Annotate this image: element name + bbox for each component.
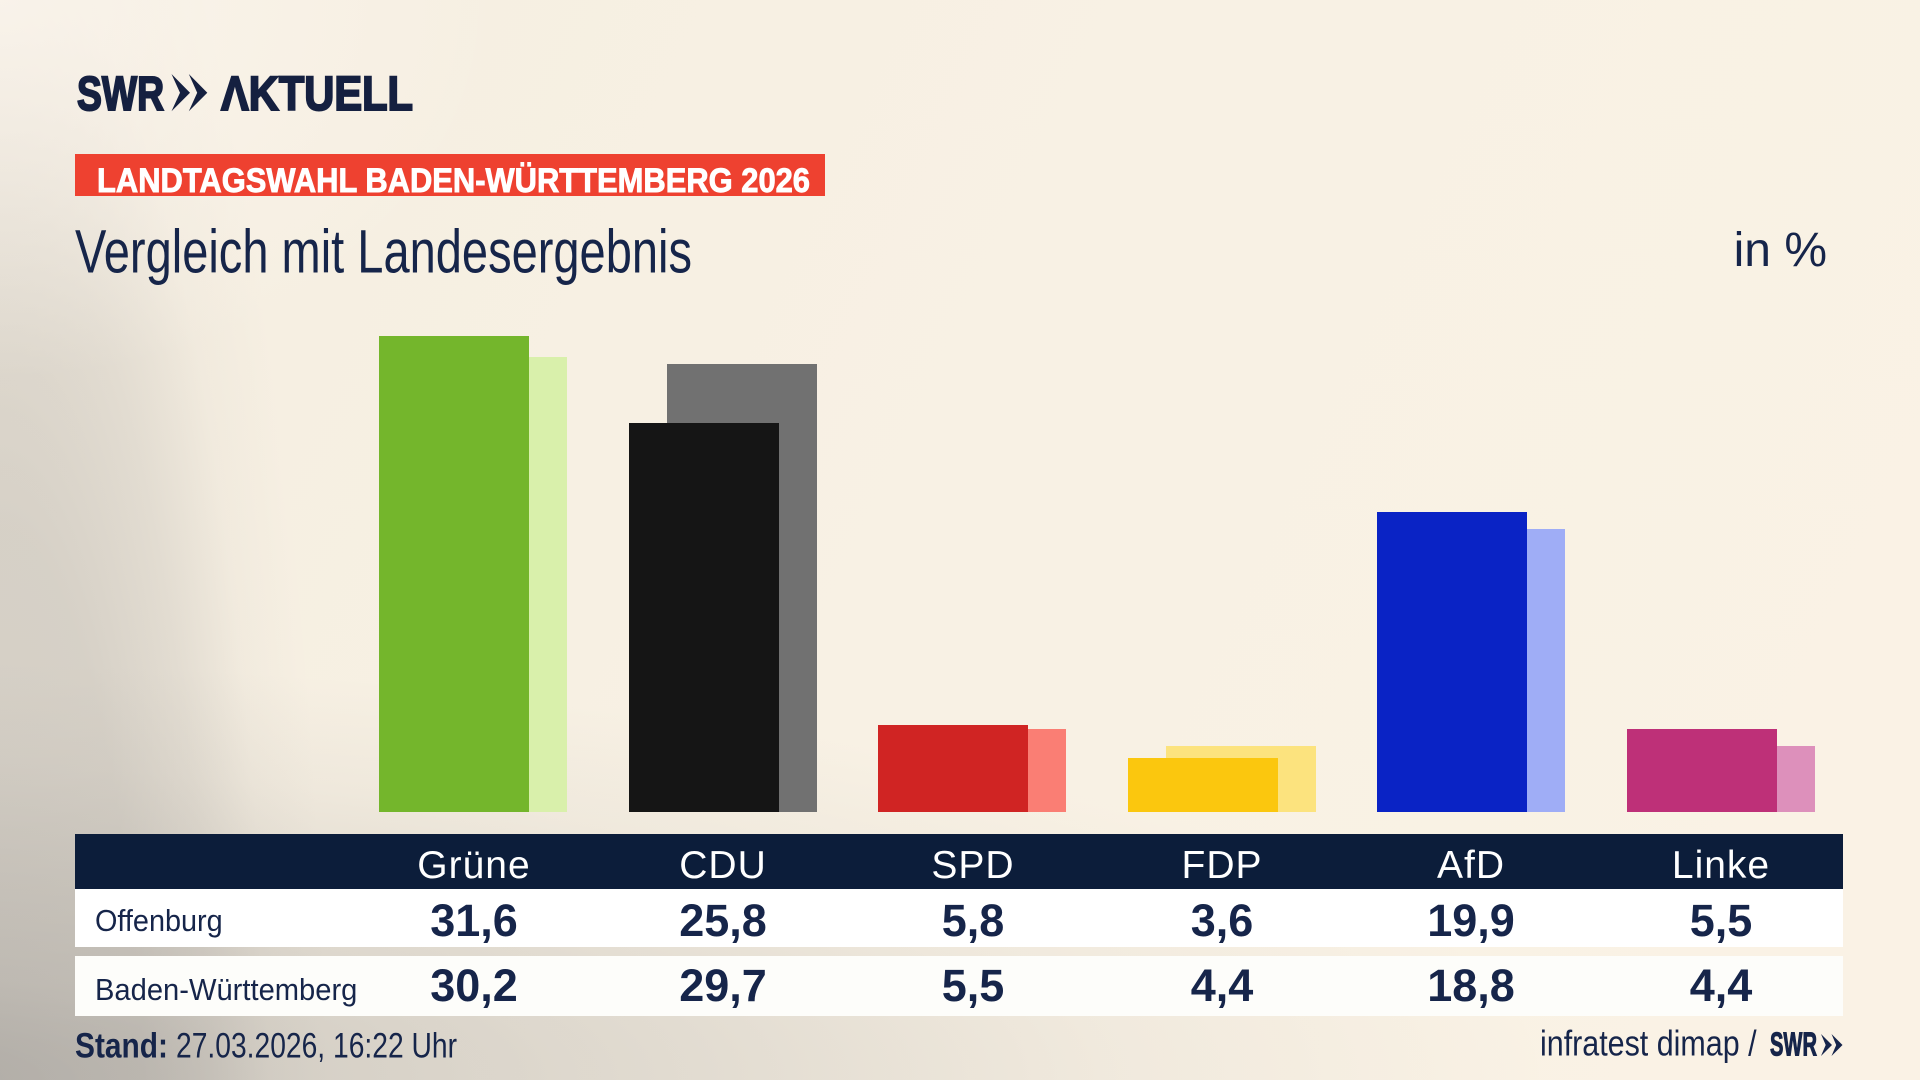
svg-text:27.03.2026, 16:22 Uhr: 27.03.2026, 16:22 Uhr — [176, 1027, 457, 1066]
svg-text:infratest dimap /: infratest dimap / — [1540, 1023, 1765, 1064]
svg-text:SWR: SWR — [1770, 1026, 1817, 1063]
svg-text:Vergleich mit Landesergebnis: Vergleich mit Landesergebnis — [75, 218, 692, 286]
svg-text:LANDTAGSWAHL BADEN-WÜRTTEMBERG: LANDTAGSWAHL BADEN-WÜRTTEMBERG 2026 — [97, 162, 810, 196]
svg-text:in %: in % — [1734, 224, 1827, 277]
svg-text:Stand:: Stand: — [75, 1027, 168, 1066]
svg-text:SWR: SWR — [77, 68, 164, 121]
svg-text:ΛKTUELL: ΛKTUELL — [221, 68, 413, 121]
